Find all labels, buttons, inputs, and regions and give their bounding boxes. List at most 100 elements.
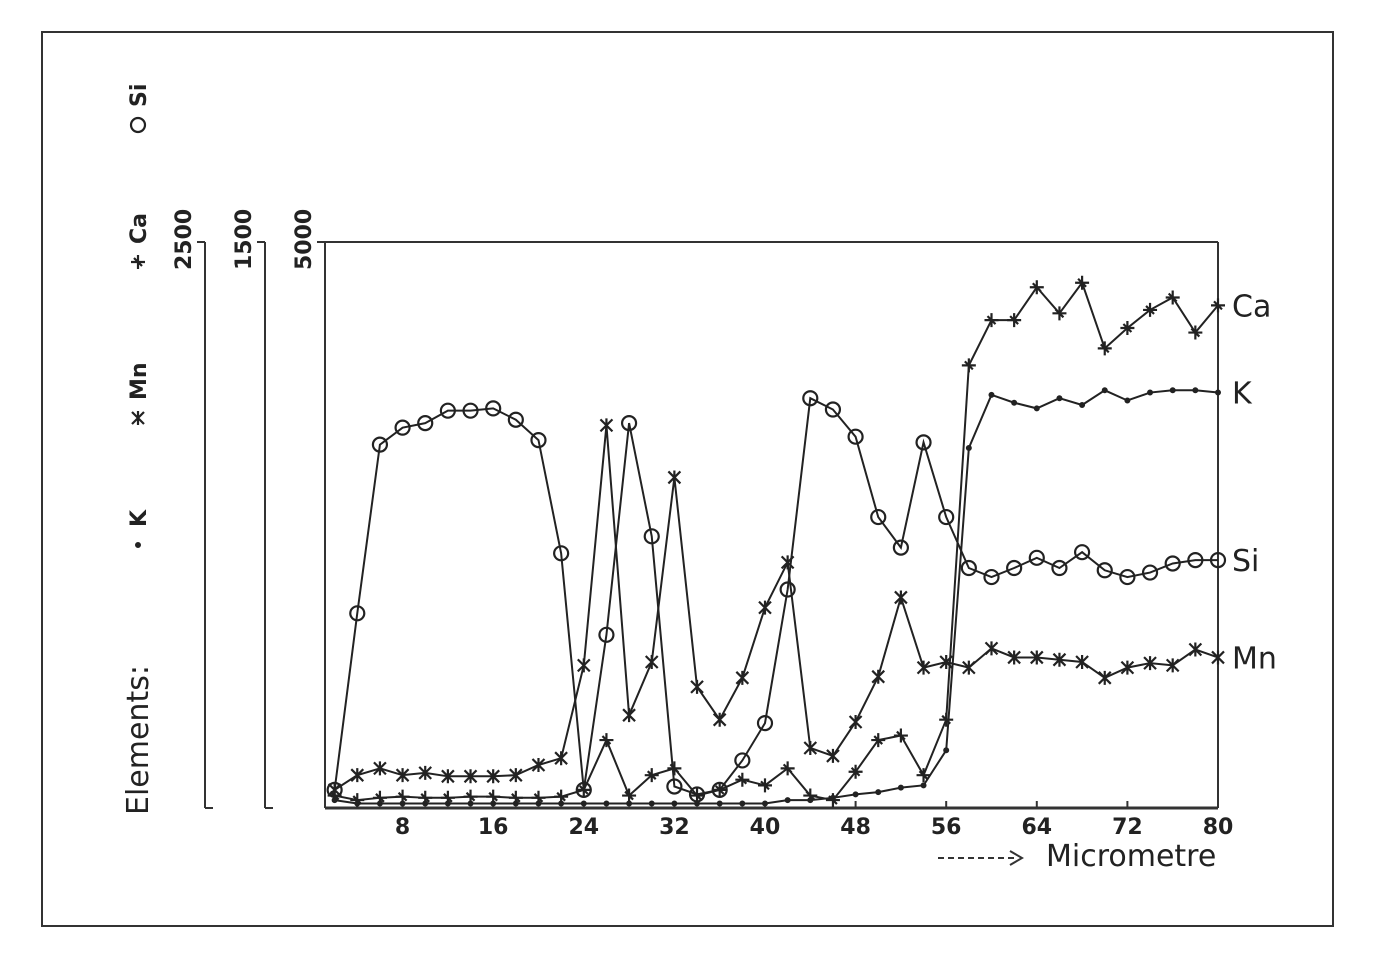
marker — [417, 415, 434, 432]
marker — [439, 402, 456, 419]
marker — [893, 728, 908, 743]
marker — [395, 768, 410, 783]
marker — [131, 255, 145, 269]
marker — [1143, 656, 1157, 671]
marker — [1097, 341, 1112, 356]
marker — [671, 800, 678, 807]
series-line — [334, 280, 1219, 802]
marker — [1028, 549, 1045, 566]
marker — [1164, 555, 1181, 572]
marker — [712, 712, 727, 727]
marker — [915, 434, 932, 451]
series-label: Mn — [1232, 641, 1277, 676]
legend-entry: K — [127, 509, 152, 548]
marker — [916, 660, 931, 675]
legend-label: K — [127, 509, 152, 527]
marker — [643, 528, 660, 545]
marker — [1101, 387, 1108, 394]
legend-entry: Mn — [127, 362, 152, 425]
marker — [965, 445, 972, 452]
marker — [1011, 399, 1018, 406]
marker — [962, 660, 976, 675]
x-tick-label: 16 — [478, 815, 509, 840]
marker — [1209, 551, 1227, 569]
marker — [580, 800, 587, 807]
marker — [395, 789, 410, 804]
marker — [1079, 402, 1086, 409]
marker — [688, 786, 706, 803]
marker — [938, 508, 955, 526]
marker — [1075, 275, 1090, 290]
marker — [871, 669, 886, 684]
marker — [1143, 302, 1158, 317]
marker — [531, 790, 546, 805]
marker — [1097, 670, 1112, 685]
x-tick-label: 40 — [750, 815, 781, 840]
marker — [462, 402, 479, 419]
y-tick-label: 5000 — [292, 209, 317, 270]
legend-label: Si — [127, 84, 152, 107]
marker — [1007, 650, 1021, 665]
legend-label: Mn — [127, 362, 152, 400]
x-tick-label: 64 — [1021, 815, 1052, 840]
marker — [1188, 325, 1203, 340]
marker — [734, 752, 751, 769]
x-tick-label: 48 — [840, 815, 871, 840]
marker — [920, 782, 927, 789]
marker — [848, 714, 863, 729]
marker — [1051, 559, 1068, 577]
marker — [135, 542, 141, 548]
x-axis-label: Micrometre — [1046, 839, 1216, 874]
series-line — [334, 425, 1219, 791]
marker — [373, 761, 387, 776]
marker — [847, 428, 864, 445]
marker — [961, 358, 976, 373]
marker — [1119, 568, 1136, 586]
marker — [441, 769, 455, 784]
marker — [1147, 389, 1154, 396]
marker — [988, 391, 995, 398]
marker — [1006, 559, 1023, 577]
marker — [848, 764, 863, 779]
marker — [939, 712, 954, 727]
marker — [756, 714, 774, 732]
marker — [983, 568, 1000, 586]
marker — [984, 641, 999, 656]
marker — [486, 789, 501, 804]
marker — [711, 781, 728, 798]
marker — [757, 778, 772, 793]
marker — [803, 741, 818, 756]
marker — [507, 411, 524, 428]
marker — [463, 789, 478, 804]
series-label: K — [1232, 377, 1253, 412]
marker — [575, 781, 592, 798]
x-tick-label: 56 — [931, 815, 962, 840]
marker — [780, 761, 795, 776]
marker — [779, 581, 796, 598]
legend-entry: Ca — [127, 213, 152, 269]
marker — [1030, 650, 1044, 665]
marker — [852, 791, 859, 798]
marker — [463, 769, 478, 784]
marker — [1188, 642, 1203, 657]
marker — [984, 313, 999, 328]
marker — [1007, 313, 1022, 328]
marker — [735, 670, 750, 685]
marker — [1075, 654, 1089, 669]
marker — [620, 415, 638, 432]
legend-label: Ca — [127, 213, 152, 244]
marker — [1165, 290, 1180, 305]
x-tick-label: 72 — [1112, 815, 1143, 840]
marker — [1029, 280, 1044, 295]
y-tick-label: 2500 — [172, 209, 197, 270]
marker — [824, 401, 842, 418]
marker — [509, 768, 523, 783]
marker — [622, 708, 636, 723]
marker — [667, 470, 682, 485]
marker — [1187, 551, 1204, 569]
marker — [648, 800, 655, 807]
marker — [784, 797, 791, 804]
marker — [554, 751, 568, 766]
marker — [1211, 650, 1225, 665]
